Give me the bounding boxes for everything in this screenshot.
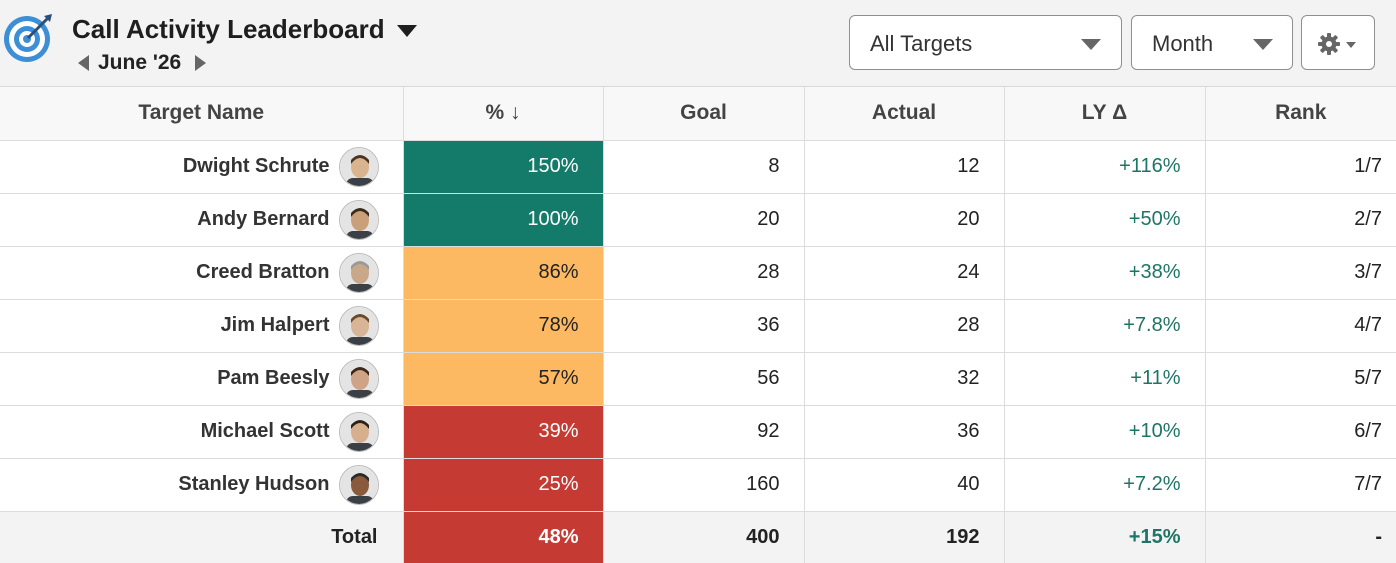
actual-cell: 32 xyxy=(804,352,1005,406)
target-name-cell: Dwight Schrute xyxy=(0,140,404,194)
target-name-cell: Andy Bernard xyxy=(0,193,404,247)
targets-select[interactable]: All Targets xyxy=(849,15,1122,70)
chevron-down-icon xyxy=(1253,39,1273,50)
actual-cell: 20 xyxy=(804,193,1005,247)
rank-cell: 7/7 xyxy=(1205,458,1396,512)
percent-cell: 78% xyxy=(403,299,604,353)
total-rank: - xyxy=(1205,511,1396,563)
total-row: Total 48% 400 192 +15% - xyxy=(0,511,1396,563)
total-label: Total xyxy=(0,511,404,563)
goal-cell: 8 xyxy=(603,140,805,194)
total-actual: 192 xyxy=(804,511,1005,563)
target-name[interactable]: Jim Halpert xyxy=(220,314,330,336)
previous-period-icon[interactable] xyxy=(78,55,89,71)
target-name-cell: Jim Halpert xyxy=(0,299,404,353)
period-select-value: Month xyxy=(1152,31,1214,56)
column-header-actual[interactable]: Actual xyxy=(804,87,1005,141)
percent-cell: 57% xyxy=(403,352,604,406)
goal-cell: 20 xyxy=(603,193,805,247)
column-header-ly-delta[interactable]: LY Δ xyxy=(1004,87,1206,141)
leaderboard-table: Target Name % ↓ Goal Actual LY Δ Rank Dw… xyxy=(0,87,1396,563)
total-ly-delta: +15% xyxy=(1004,511,1206,563)
percent-cell: 150% xyxy=(403,140,604,194)
gear-icon xyxy=(1318,33,1340,55)
table-row[interactable]: Creed Bratton 86% 28 24 +38% 3/7 xyxy=(0,246,1396,300)
percent-cell: 25% xyxy=(403,458,604,512)
page-title: Call Activity Leaderboard xyxy=(72,14,385,44)
table-row[interactable]: Dwight Schrute 150% 8 12 +116% 1/7 xyxy=(0,140,1396,194)
column-header-target-name[interactable]: Target Name xyxy=(0,87,404,141)
rank-cell: 4/7 xyxy=(1205,299,1396,353)
ly-delta-cell: +7.2% xyxy=(1004,458,1206,512)
dashboard-header: Call Activity Leaderboard June '26 All T… xyxy=(0,0,1396,87)
actual-cell: 28 xyxy=(804,299,1005,353)
title-dropdown-icon[interactable] xyxy=(397,25,417,37)
table-row[interactable]: Stanley Hudson 25% 160 40 +7.2% 7/7 xyxy=(0,458,1396,512)
percent-cell: 100% xyxy=(403,193,604,247)
column-header-goal[interactable]: Goal xyxy=(603,87,805,141)
avatar xyxy=(338,464,379,505)
table-header-row: Target Name % ↓ Goal Actual LY Δ Rank xyxy=(0,87,1396,141)
rank-cell: 3/7 xyxy=(1205,246,1396,300)
percent-cell: 39% xyxy=(403,405,604,459)
target-icon xyxy=(4,14,52,62)
avatar xyxy=(338,358,379,399)
chevron-down-icon xyxy=(1346,42,1356,48)
settings-button[interactable] xyxy=(1301,15,1375,70)
rank-cell: 2/7 xyxy=(1205,193,1396,247)
target-name[interactable]: Dwight Schrute xyxy=(182,155,330,177)
total-goal: 400 xyxy=(603,511,805,563)
goal-cell: 92 xyxy=(603,405,805,459)
ly-delta-cell: +10% xyxy=(1004,405,1206,459)
target-name[interactable]: Andy Bernard xyxy=(197,208,330,230)
column-header-rank[interactable]: Rank xyxy=(1205,87,1396,141)
period-select[interactable]: Month xyxy=(1131,15,1293,70)
ly-delta-cell: +11% xyxy=(1004,352,1206,406)
total-percent: 48% xyxy=(403,511,604,563)
goal-cell: 56 xyxy=(603,352,805,406)
actual-cell: 12 xyxy=(804,140,1005,194)
ly-delta-cell: +38% xyxy=(1004,246,1206,300)
rank-cell: 6/7 xyxy=(1205,405,1396,459)
ly-delta-cell: +50% xyxy=(1004,193,1206,247)
target-name-cell: Michael Scott xyxy=(0,405,404,459)
avatar xyxy=(338,305,379,346)
avatar xyxy=(338,199,379,240)
period-label: June '26 xyxy=(98,51,182,74)
avatar xyxy=(338,411,379,452)
actual-cell: 40 xyxy=(804,458,1005,512)
next-period-icon[interactable] xyxy=(195,55,206,71)
target-name-cell: Creed Bratton xyxy=(0,246,404,300)
percent-cell: 86% xyxy=(403,246,604,300)
target-name-cell: Pam Beesly xyxy=(0,352,404,406)
rank-cell: 1/7 xyxy=(1205,140,1396,194)
goal-cell: 36 xyxy=(603,299,805,353)
avatar xyxy=(338,252,379,293)
avatar xyxy=(338,146,379,187)
column-header-percent[interactable]: % ↓ xyxy=(403,87,604,141)
actual-cell: 36 xyxy=(804,405,1005,459)
goal-cell: 28 xyxy=(603,246,805,300)
goal-cell: 160 xyxy=(603,458,805,512)
target-name[interactable]: Pam Beesly xyxy=(217,367,330,389)
table-row[interactable]: Jim Halpert 78% 36 28 +7.8% 4/7 xyxy=(0,299,1396,353)
rank-cell: 5/7 xyxy=(1205,352,1396,406)
table-row[interactable]: Pam Beesly 57% 56 32 +11% 5/7 xyxy=(0,352,1396,406)
actual-cell: 24 xyxy=(804,246,1005,300)
ly-delta-cell: +7.8% xyxy=(1004,299,1206,353)
table-row[interactable]: Michael Scott 39% 92 36 +10% 6/7 xyxy=(0,405,1396,459)
target-name[interactable]: Michael Scott xyxy=(200,420,330,442)
target-name-cell: Stanley Hudson xyxy=(0,458,404,512)
ly-delta-cell: +116% xyxy=(1004,140,1206,194)
table-row[interactable]: Andy Bernard 100% 20 20 +50% 2/7 xyxy=(0,193,1396,247)
targets-select-value: All Targets xyxy=(870,31,973,56)
target-name[interactable]: Creed Bratton xyxy=(196,261,330,283)
target-name[interactable]: Stanley Hudson xyxy=(178,473,330,495)
chevron-down-icon xyxy=(1081,39,1101,50)
